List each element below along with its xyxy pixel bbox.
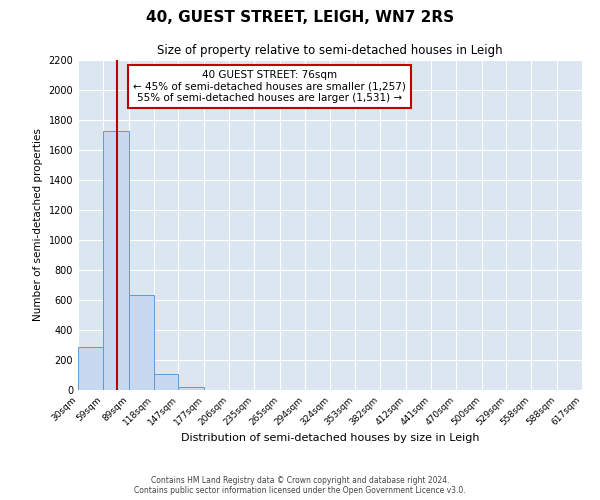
Y-axis label: Number of semi-detached properties: Number of semi-detached properties — [33, 128, 43, 322]
Bar — [78, 346, 103, 390]
X-axis label: Distribution of semi-detached houses by size in Leigh: Distribution of semi-detached houses by … — [181, 432, 479, 442]
Text: 40, GUEST STREET, LEIGH, WN7 2RS: 40, GUEST STREET, LEIGH, WN7 2RS — [146, 10, 454, 25]
Text: 40 GUEST STREET: 76sqm
← 45% of semi-detached houses are smaller (1,257)
55% of : 40 GUEST STREET: 76sqm ← 45% of semi-det… — [133, 70, 406, 103]
Bar — [128, 294, 154, 390]
Title: Size of property relative to semi-detached houses in Leigh: Size of property relative to semi-detach… — [157, 44, 503, 58]
Bar — [178, 386, 204, 390]
Text: Contains HM Land Registry data © Crown copyright and database right 2024.
Contai: Contains HM Land Registry data © Crown c… — [134, 476, 466, 495]
Bar — [103, 130, 128, 390]
Bar — [154, 374, 178, 390]
